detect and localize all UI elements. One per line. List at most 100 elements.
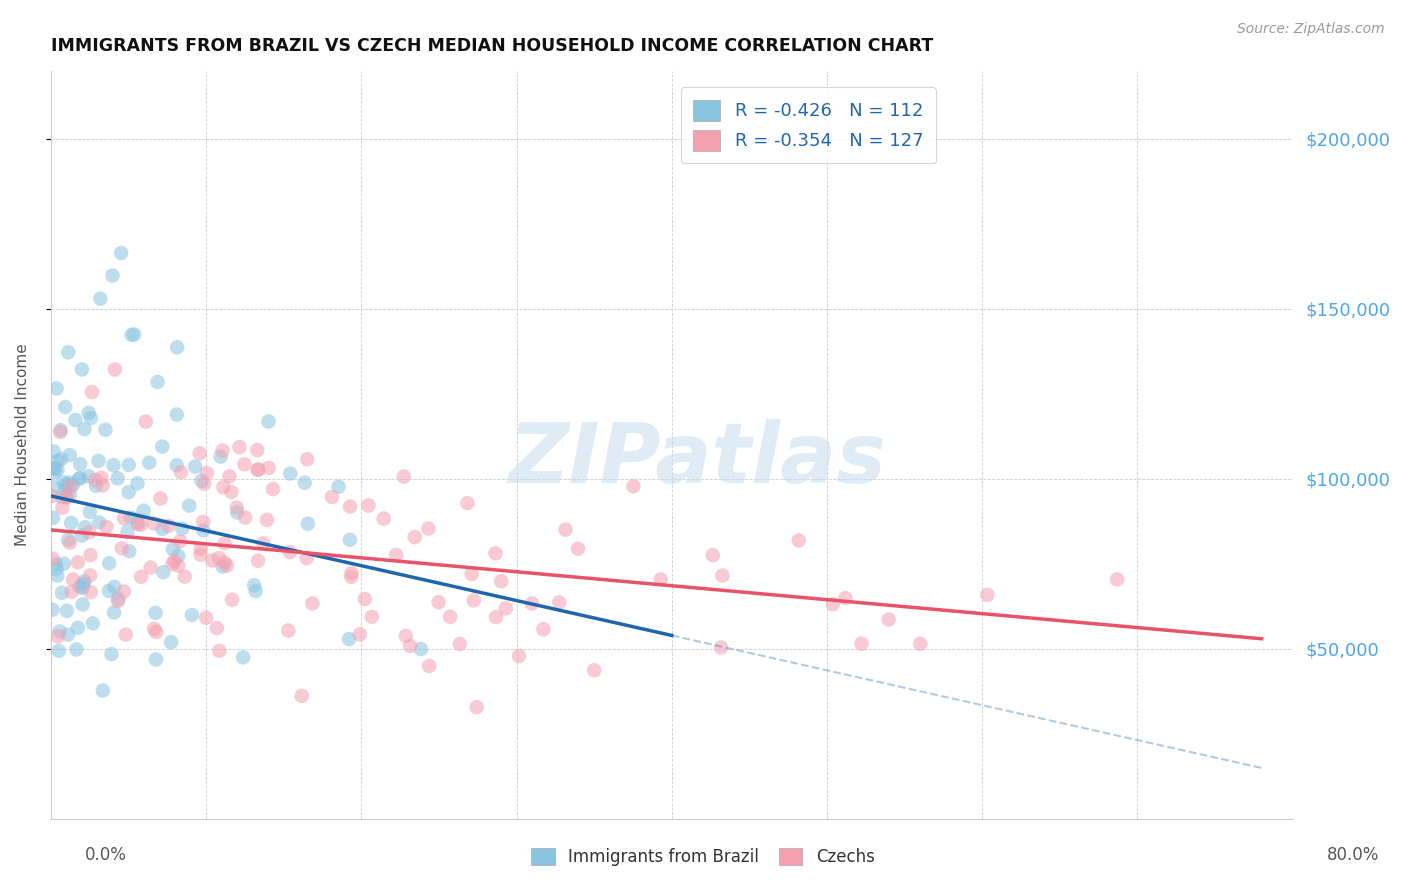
- Point: [42, 480, 65, 494]
- Point: [59, 487, 82, 501]
- Point: [97, 583, 120, 598]
- Point: [157, 519, 180, 533]
- Point: [112, 511, 135, 525]
- Point: [55, 491, 77, 505]
- Point: [531, 622, 554, 636]
- Point: [80, 585, 103, 599]
- Point: [45, 381, 67, 395]
- Point: [208, 644, 231, 658]
- Point: [190, 541, 212, 556]
- Point: [53, 400, 76, 414]
- Point: [96, 519, 118, 533]
- Point: [278, 467, 301, 481]
- Point: [548, 595, 571, 609]
- Point: [107, 471, 129, 485]
- Point: [46, 462, 69, 476]
- Point: [94, 423, 117, 437]
- Point: [149, 491, 172, 506]
- Point: [246, 462, 269, 476]
- Point: [163, 554, 186, 568]
- Point: [145, 652, 167, 666]
- Point: [46, 454, 69, 468]
- Point: [169, 534, 191, 549]
- Point: [65, 413, 87, 427]
- Point: [59, 448, 82, 462]
- Point: [129, 517, 152, 532]
- Point: [114, 627, 136, 641]
- Point: [58, 475, 80, 490]
- Point: [51, 500, 73, 515]
- Point: [277, 624, 299, 638]
- Point: [449, 637, 471, 651]
- Point: [41, 489, 63, 503]
- Point: [80, 385, 103, 400]
- Point: [87, 454, 110, 468]
- Point: [120, 510, 142, 524]
- Point: [110, 246, 132, 260]
- Point: [427, 595, 450, 609]
- Point: [69, 457, 91, 471]
- Point: [51, 586, 73, 600]
- Point: [195, 610, 218, 624]
- Point: [291, 689, 314, 703]
- Point: [75, 520, 97, 534]
- Point: [72, 598, 94, 612]
- Point: [41, 461, 63, 475]
- Point: [138, 456, 160, 470]
- Point: [101, 268, 124, 283]
- Point: [79, 548, 101, 562]
- Point: [297, 516, 319, 531]
- Point: [225, 500, 247, 515]
- Point: [211, 559, 233, 574]
- Point: [49, 423, 72, 437]
- Point: [232, 650, 254, 665]
- Point: [98, 556, 121, 570]
- Point: [650, 573, 672, 587]
- Point: [79, 505, 101, 519]
- Point: [233, 510, 256, 524]
- Point: [297, 452, 319, 467]
- Point: [489, 574, 512, 589]
- Point: [191, 515, 214, 529]
- Point: [508, 648, 530, 663]
- Point: [247, 463, 270, 477]
- Point: [460, 566, 482, 581]
- Point: [834, 591, 856, 606]
- Point: [45, 562, 67, 576]
- Point: [190, 474, 212, 488]
- Point: [711, 568, 734, 582]
- Point: [152, 565, 174, 579]
- Point: [212, 480, 235, 494]
- Point: [118, 544, 141, 558]
- Point: [104, 362, 127, 376]
- Point: [91, 478, 114, 492]
- Point: [77, 406, 100, 420]
- Point: [821, 597, 844, 611]
- Point: [166, 340, 188, 354]
- Point: [328, 480, 350, 494]
- Point: [145, 606, 167, 620]
- Point: [51, 452, 73, 467]
- Point: [353, 592, 375, 607]
- Point: [107, 594, 129, 608]
- Point: [62, 477, 84, 491]
- Point: [150, 440, 173, 454]
- Point: [48, 624, 70, 639]
- Point: [190, 548, 212, 562]
- Point: [215, 558, 238, 573]
- Point: [82, 616, 104, 631]
- Point: [321, 490, 343, 504]
- Legend: R = -0.426   N = 112, R = -0.354   N = 127: R = -0.426 N = 112, R = -0.354 N = 127: [681, 87, 936, 163]
- Point: [58, 345, 80, 359]
- Point: [278, 545, 301, 559]
- Text: IMMIGRANTS FROM BRAZIL VS CZECH MEDIAN HOUSEHOLD INCOME CORRELATION CHART: IMMIGRANTS FROM BRAZIL VS CZECH MEDIAN H…: [51, 37, 934, 55]
- Point: [145, 624, 167, 639]
- Point: [89, 292, 111, 306]
- Point: [465, 700, 488, 714]
- Point: [385, 548, 408, 562]
- Point: [404, 530, 426, 544]
- Point: [72, 581, 94, 595]
- Point: [100, 647, 122, 661]
- Point: [201, 553, 224, 567]
- Point: [77, 525, 100, 540]
